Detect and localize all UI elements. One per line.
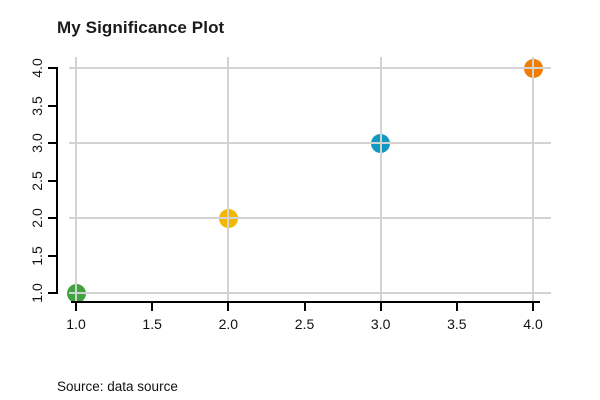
y-axis-tick-label: 2.5 (29, 170, 45, 191)
x-axis-tick (532, 303, 534, 311)
x-axis-tick (455, 303, 458, 311)
y-axis-tick (48, 179, 56, 182)
x-axis-tick-label: 1.0 (66, 316, 86, 332)
gridline-vertical (379, 57, 382, 302)
y-axis-line (56, 67, 58, 294)
x-axis-tick (227, 303, 230, 311)
x-axis-tick-label: 1.5 (142, 316, 162, 332)
x-axis-tick (303, 303, 306, 311)
gridline-vertical (532, 57, 534, 302)
y-axis-tick (48, 292, 56, 294)
y-axis-tick (48, 217, 56, 219)
gridline-vertical (227, 57, 230, 302)
gridline-horizontal (69, 217, 551, 219)
gridline-horizontal (69, 67, 551, 69)
gridline-horizontal (69, 142, 551, 144)
x-axis-tick-label: 4.0 (523, 316, 543, 332)
x-axis-tick-label: 2.0 (218, 316, 239, 332)
x-axis-tick-label: 3.5 (447, 316, 467, 332)
x-axis-tick (151, 303, 154, 311)
gridline-horizontal (69, 292, 551, 294)
y-axis-tick-label: 4.0 (29, 58, 45, 78)
y-axis-tick (48, 104, 56, 107)
gridline-vertical (75, 57, 77, 302)
x-axis-line (71, 301, 540, 303)
y-axis-tick-label: 3.5 (29, 95, 45, 116)
x-axis-tick-label: 2.5 (294, 316, 315, 332)
chart-caption: Source: data source (57, 379, 178, 394)
y-axis-tick (48, 142, 56, 144)
x-axis-tick (75, 303, 77, 311)
x-axis-tick-label: 3.0 (370, 316, 391, 332)
chart-title: My Significance Plot (57, 18, 225, 37)
y-axis-tick (48, 67, 56, 69)
x-axis-tick (379, 303, 382, 311)
y-axis-tick-label: 1.5 (29, 245, 45, 266)
y-axis-tick (48, 254, 56, 257)
